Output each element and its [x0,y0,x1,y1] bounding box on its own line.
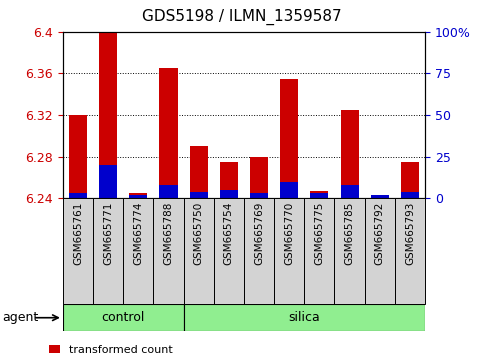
FancyBboxPatch shape [184,198,213,304]
Bar [341,185,358,198]
Bar [371,195,389,198]
Text: GSM665775: GSM665775 [314,201,325,265]
Text: agent: agent [2,311,39,324]
FancyBboxPatch shape [335,198,365,304]
FancyBboxPatch shape [123,198,154,304]
Bar [189,146,208,198]
Bar [129,193,147,198]
Text: GSM665785: GSM665785 [344,201,355,265]
Text: GSM665754: GSM665754 [224,201,234,265]
Bar [220,190,238,198]
Bar [129,195,147,198]
Text: GDS5198 / ILMN_1359587: GDS5198 / ILMN_1359587 [142,9,341,25]
Bar [189,192,208,198]
FancyBboxPatch shape [274,198,304,304]
Bar [371,195,389,198]
Bar [341,110,358,198]
Bar [280,79,298,198]
Text: GSM665793: GSM665793 [405,201,415,265]
FancyBboxPatch shape [63,304,184,331]
Bar [99,32,117,198]
Bar [99,165,117,198]
Bar [311,193,328,198]
Bar [159,185,178,198]
Text: GSM665770: GSM665770 [284,201,294,265]
FancyBboxPatch shape [365,198,395,304]
Bar [250,157,268,198]
Text: GSM665761: GSM665761 [73,201,83,265]
FancyBboxPatch shape [213,198,244,304]
Text: silica: silica [288,311,320,324]
FancyBboxPatch shape [184,304,425,331]
Text: GSM665788: GSM665788 [163,201,173,265]
Bar [280,182,298,198]
Text: GSM665792: GSM665792 [375,201,385,265]
Bar [401,162,419,198]
Bar [401,192,419,198]
Text: GSM665750: GSM665750 [194,201,204,265]
Bar [69,193,87,198]
Text: GSM665771: GSM665771 [103,201,113,265]
Bar [69,115,87,198]
Text: GSM665774: GSM665774 [133,201,143,265]
Bar [159,68,178,198]
FancyBboxPatch shape [304,198,335,304]
FancyBboxPatch shape [63,198,93,304]
FancyBboxPatch shape [395,198,425,304]
Legend: transformed count, percentile rank within the sample: transformed count, percentile rank withi… [44,340,261,354]
FancyBboxPatch shape [154,198,184,304]
FancyBboxPatch shape [93,198,123,304]
FancyBboxPatch shape [244,198,274,304]
Text: control: control [101,311,145,324]
Text: GSM665769: GSM665769 [254,201,264,265]
Bar [250,193,268,198]
Bar [311,191,328,198]
Bar [220,162,238,198]
